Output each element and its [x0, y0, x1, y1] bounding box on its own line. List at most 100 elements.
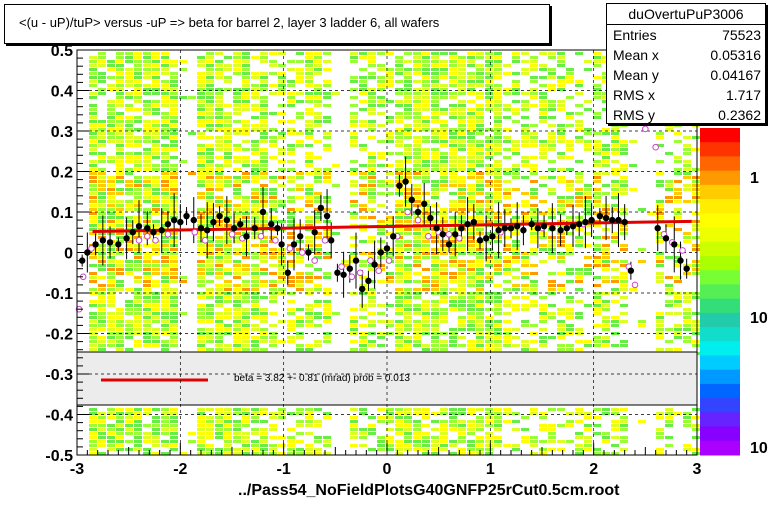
- heat-cell: [494, 340, 502, 343]
- heat-cell: [458, 168, 466, 171]
- heat-cell: [440, 272, 448, 275]
- heat-cell: [665, 328, 673, 331]
- heat-cell: [620, 280, 628, 283]
- heat-cell: [323, 80, 331, 83]
- heat-cell: [656, 208, 664, 211]
- heat-cell: [269, 72, 277, 75]
- heat-cell: [521, 60, 529, 63]
- heat-cell: [161, 284, 169, 287]
- heat-cell: [611, 136, 619, 139]
- heat-cell: [431, 164, 439, 167]
- heat-cell: [98, 428, 106, 431]
- heat-cell: [269, 288, 277, 291]
- heat-cell: [521, 344, 529, 347]
- heat-cell: [269, 264, 277, 267]
- heat-cell: [368, 324, 376, 327]
- heat-cell: [557, 204, 565, 207]
- heat-cell: [161, 340, 169, 343]
- heat-cell: [404, 408, 412, 411]
- heat-cell: [260, 168, 268, 171]
- heat-cell: [602, 252, 610, 255]
- heat-cell: [620, 264, 628, 267]
- heat-cell: [368, 300, 376, 303]
- heat-cell: [494, 52, 502, 55]
- heat-cell: [539, 64, 547, 67]
- heat-cell: [503, 92, 511, 95]
- heat-cell: [485, 280, 493, 283]
- heat-cell: [485, 452, 493, 455]
- heat-cell: [278, 72, 286, 75]
- heat-cell: [260, 268, 268, 271]
- heat-cell: [107, 332, 115, 335]
- heat-cell: [530, 212, 538, 215]
- heat-cell: [323, 340, 331, 343]
- heat-cell: [692, 452, 700, 455]
- heat-cell: [125, 308, 133, 311]
- heat-cell: [206, 252, 214, 255]
- heat-cell: [269, 236, 277, 239]
- heat-cell: [251, 172, 259, 175]
- heat-cell: [242, 84, 250, 87]
- heat-cell: [89, 164, 97, 167]
- heat-cell: [548, 424, 556, 427]
- heat-cell: [206, 340, 214, 343]
- heat-cell: [134, 304, 142, 307]
- stats-label: Mean y: [613, 67, 659, 83]
- heat-cell: [161, 184, 169, 187]
- heat-cell: [503, 260, 511, 263]
- heat-cell: [143, 432, 151, 435]
- heat-cell: [359, 344, 367, 347]
- heat-cell: [692, 312, 700, 315]
- heat-cell: [251, 432, 259, 435]
- heat-cell: [386, 100, 394, 103]
- heat-cell: [575, 300, 583, 303]
- heat-cell: [467, 80, 475, 83]
- heat-cell: [161, 220, 169, 223]
- heat-cell: [476, 76, 484, 79]
- heat-cell: [449, 208, 457, 211]
- heat-cell: [233, 248, 241, 251]
- heat-cell: [440, 252, 448, 255]
- heat-cell: [296, 72, 304, 75]
- heat-cell: [458, 200, 466, 203]
- heat-cell: [575, 180, 583, 183]
- heat-cell: [143, 440, 151, 443]
- heat-cell: [197, 112, 205, 115]
- heat-cell: [557, 64, 565, 67]
- heat-cell: [224, 412, 232, 415]
- heat-cell: [422, 412, 430, 415]
- heat-cell: [692, 184, 700, 187]
- heat-cell: [206, 272, 214, 275]
- heat-cell: [98, 92, 106, 95]
- heat-cell: [125, 152, 133, 155]
- heat-cell: [593, 60, 601, 63]
- data-point: [352, 257, 360, 264]
- heat-cell: [512, 412, 520, 415]
- heat-cell: [323, 444, 331, 447]
- heat-cell: [602, 324, 610, 327]
- heat-cell: [359, 252, 367, 255]
- heat-cell: [404, 76, 412, 79]
- heat-cell: [422, 444, 430, 447]
- heat-cell: [125, 268, 133, 271]
- heat-cell: [467, 176, 475, 179]
- heat-cell: [350, 444, 358, 447]
- heat-cell: [512, 336, 520, 339]
- heat-cell: [440, 96, 448, 99]
- heat-cell: [692, 236, 700, 239]
- heat-cell: [602, 192, 610, 195]
- heat-cell: [476, 152, 484, 155]
- heat-cell: [692, 224, 700, 227]
- palette-label-10b: 10: [750, 440, 768, 457]
- heat-cell: [296, 100, 304, 103]
- heat-cell: [350, 204, 358, 207]
- heat-cell: [593, 248, 601, 251]
- heat-cell: [458, 260, 466, 263]
- heat-cell: [89, 300, 97, 303]
- data-point: [290, 241, 298, 248]
- stats-row-entries: Entries 75523: [607, 25, 765, 45]
- heat-cell: [521, 220, 529, 223]
- heat-cell: [161, 124, 169, 127]
- heat-cell: [305, 172, 313, 175]
- heat-cell: [206, 128, 214, 131]
